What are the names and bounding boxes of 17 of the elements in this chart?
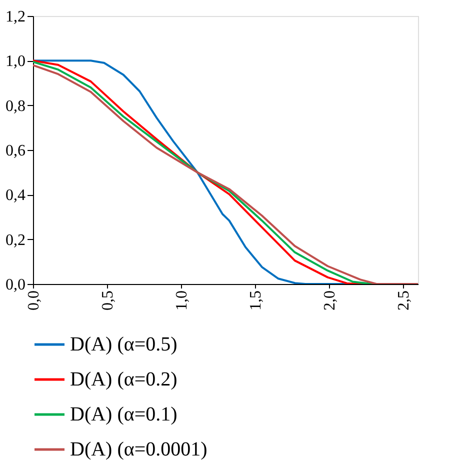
y-tick-label: 0,6	[6, 142, 26, 160]
x-tick-label: 0,0	[26, 290, 42, 310]
y-tick-label: 0,4	[6, 187, 26, 204]
legend-label: D(A) (α=0.5)	[70, 334, 178, 356]
x-tick-label: 2,0	[322, 290, 339, 310]
x-tick-label: 0,5	[100, 290, 117, 310]
x-tick-label: 1,5	[248, 290, 265, 310]
legend-label: D(A) (α=0.1)	[70, 404, 178, 426]
legend-label: D(A) (α=0.2)	[70, 368, 178, 390]
x-tick-label: 2,5	[396, 290, 413, 310]
y-tick-label: 0,8	[6, 98, 26, 115]
x-tick-label: 1,0	[174, 290, 191, 310]
legend-label: D(A) (α=0.0001)	[70, 438, 208, 460]
y-tick-label: 0,0	[6, 276, 26, 294]
y-tick-label: 1,2	[6, 8, 26, 26]
y-tick-label: 0,2	[6, 232, 26, 249]
y-tick-label: 1,0	[6, 53, 26, 70]
